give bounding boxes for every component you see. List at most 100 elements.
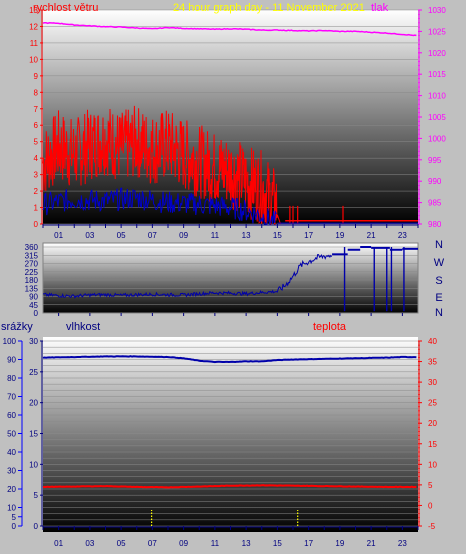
wind-axis-tick-label: 3 bbox=[34, 171, 39, 180]
compass-label: N bbox=[435, 239, 443, 251]
time-axis-tick-label: 03 bbox=[85, 231, 94, 240]
time-axis-tick-label: 01 bbox=[54, 231, 63, 240]
rain-axis-tick-label: 50 bbox=[7, 430, 16, 439]
temperature-axis-tick-label: 30 bbox=[428, 378, 437, 387]
time-axis-tick-label: 23 bbox=[398, 231, 407, 240]
rain-axis-tick-label: 70 bbox=[7, 393, 16, 402]
wind-axis-tick-label: 8 bbox=[34, 88, 39, 97]
time-axis-tick-label: 17 bbox=[304, 539, 313, 548]
humidity-axis-tick-label: 15 bbox=[29, 430, 38, 439]
pressure-axis-tick-label: 990 bbox=[428, 177, 442, 186]
time-axis-tick-label: 07 bbox=[148, 231, 157, 240]
humidity-axis-tick-label: 5 bbox=[34, 491, 39, 500]
humidity-axis-tick-label: 20 bbox=[29, 399, 38, 408]
temperature-axis-tick-label: 25 bbox=[428, 399, 437, 408]
temperature-series bbox=[42, 484, 417, 489]
time-axis-tick-label: 01 bbox=[54, 539, 63, 548]
humidity-axis-tick-label: 0 bbox=[34, 522, 39, 531]
wind-direction-series bbox=[42, 253, 333, 299]
time-axis-tick-label: 03 bbox=[85, 539, 94, 548]
rain-axis-tick-label: 20 bbox=[7, 485, 16, 494]
temperature-axis-tick-label: -5 bbox=[428, 522, 436, 531]
humidity-axis-tick-label: 30 bbox=[29, 337, 38, 346]
pressure-axis-tick-label: 995 bbox=[428, 156, 442, 165]
rain-axis-tick-label: 60 bbox=[7, 411, 16, 420]
pressure-label: tlak bbox=[371, 2, 389, 14]
direction-axis-tick-label: 0 bbox=[34, 309, 39, 318]
compass-label: S bbox=[435, 275, 442, 287]
temperature-axis-tick-label: 0 bbox=[428, 501, 433, 510]
direction-axis-tick-label: 360 bbox=[25, 243, 39, 252]
direction-axis-tick-label: 135 bbox=[25, 284, 39, 293]
temperature-axis-tick-label: 20 bbox=[428, 419, 437, 428]
pressure-axis-tick-label: 1030 bbox=[428, 6, 446, 15]
temperature-axis-tick-label: 5 bbox=[428, 481, 433, 490]
pressure-axis-tick-label: 1015 bbox=[428, 70, 446, 79]
direction-axis-tick-label: 90 bbox=[29, 293, 38, 302]
wind-axis-tick-label: 5 bbox=[34, 138, 39, 147]
pressure-axis-tick-label: 1000 bbox=[428, 134, 446, 143]
time-axis-tick-label: 05 bbox=[117, 539, 126, 548]
wind-axis-tick-label: 12 bbox=[29, 22, 38, 31]
temperature-axis-tick-label: 35 bbox=[428, 358, 437, 367]
wind-axis-tick-label: 0 bbox=[34, 220, 39, 229]
rain-axis-tick-label: 10 bbox=[7, 504, 16, 513]
rain-label: srážky bbox=[1, 321, 33, 333]
rain-axis-tick-label: 40 bbox=[7, 448, 16, 457]
pressure-axis-tick-label: 1020 bbox=[428, 49, 446, 58]
temperature-axis-tick-label: 15 bbox=[428, 440, 437, 449]
pressure-axis-tick-label: 980 bbox=[428, 220, 442, 229]
humidity-axis-tick-label: 25 bbox=[29, 368, 38, 377]
time-axis-tick-label: 19 bbox=[335, 539, 344, 548]
wind-speed-series bbox=[42, 105, 281, 225]
pressure-axis-tick-label: 1025 bbox=[428, 27, 446, 36]
compass-label: N bbox=[435, 307, 443, 319]
wind-axis-tick-label: 4 bbox=[34, 154, 39, 163]
wind-axis-tick-label: 13 bbox=[29, 6, 38, 15]
time-axis-tick-label: 11 bbox=[211, 231, 220, 240]
temperature-label: teplota bbox=[313, 321, 347, 333]
time-axis-tick-label: 07 bbox=[148, 539, 157, 548]
time-axis-tick-label: 15 bbox=[273, 539, 282, 548]
time-axis-tick-label: 17 bbox=[304, 231, 313, 240]
time-axis-tick-label: 09 bbox=[179, 539, 188, 548]
time-axis-tick-label: 23 bbox=[398, 539, 407, 548]
pressure-axis-tick-label: 985 bbox=[428, 199, 442, 208]
rain-axis-tick-label: 0 bbox=[12, 522, 17, 531]
time-axis-tick-label: 09 bbox=[179, 231, 188, 240]
direction-axis-tick-label: 180 bbox=[25, 276, 39, 285]
direction-axis-tick-label: 270 bbox=[25, 260, 39, 269]
compass-label: W bbox=[434, 257, 445, 269]
direction-axis-tick-label: 315 bbox=[25, 251, 39, 260]
time-axis-tick-label: 19 bbox=[335, 231, 344, 240]
wind-direction-plot-area bbox=[42, 242, 419, 314]
pressure-series bbox=[42, 21, 417, 37]
rain-axis-tick-label: 100 bbox=[3, 337, 17, 346]
humidity-series bbox=[42, 355, 417, 364]
rain-humidity-temp-plot-area bbox=[43, 337, 418, 532]
wind-axis-tick-label: 6 bbox=[34, 121, 39, 130]
humidity-label: vlhkost bbox=[66, 321, 100, 333]
time-axis-tick-label: 13 bbox=[242, 231, 251, 240]
rain-axis-tick-label: 30 bbox=[7, 467, 16, 476]
time-axis-tick-label: 13 bbox=[242, 539, 251, 548]
time-axis-tick-label: 05 bbox=[117, 231, 126, 240]
time-axis-tick-label: 21 bbox=[367, 231, 376, 240]
rain-axis-tick-label: 80 bbox=[7, 374, 16, 383]
humidity-axis-tick-label: 10 bbox=[29, 460, 38, 469]
time-axis-tick-label: 21 bbox=[367, 539, 376, 548]
wind-axis-tick-label: 1 bbox=[34, 204, 39, 213]
temperature-axis-tick-label: 10 bbox=[428, 460, 437, 469]
pressure-axis-tick-label: 1005 bbox=[428, 113, 446, 122]
rain-axis-tick-label: 90 bbox=[7, 356, 16, 365]
direction-axis-tick-label: 225 bbox=[25, 268, 39, 277]
temperature-axis-tick-label: 40 bbox=[428, 337, 437, 346]
wind-axis-tick-label: 2 bbox=[34, 187, 39, 196]
wind-axis-tick-label: 9 bbox=[34, 72, 39, 81]
rain-axis-tick-label: 5 bbox=[12, 513, 17, 522]
time-axis-tick-label: 15 bbox=[273, 231, 282, 240]
compass-label: E bbox=[435, 292, 442, 304]
wind-speed-label: rychlost větru bbox=[33, 2, 98, 14]
